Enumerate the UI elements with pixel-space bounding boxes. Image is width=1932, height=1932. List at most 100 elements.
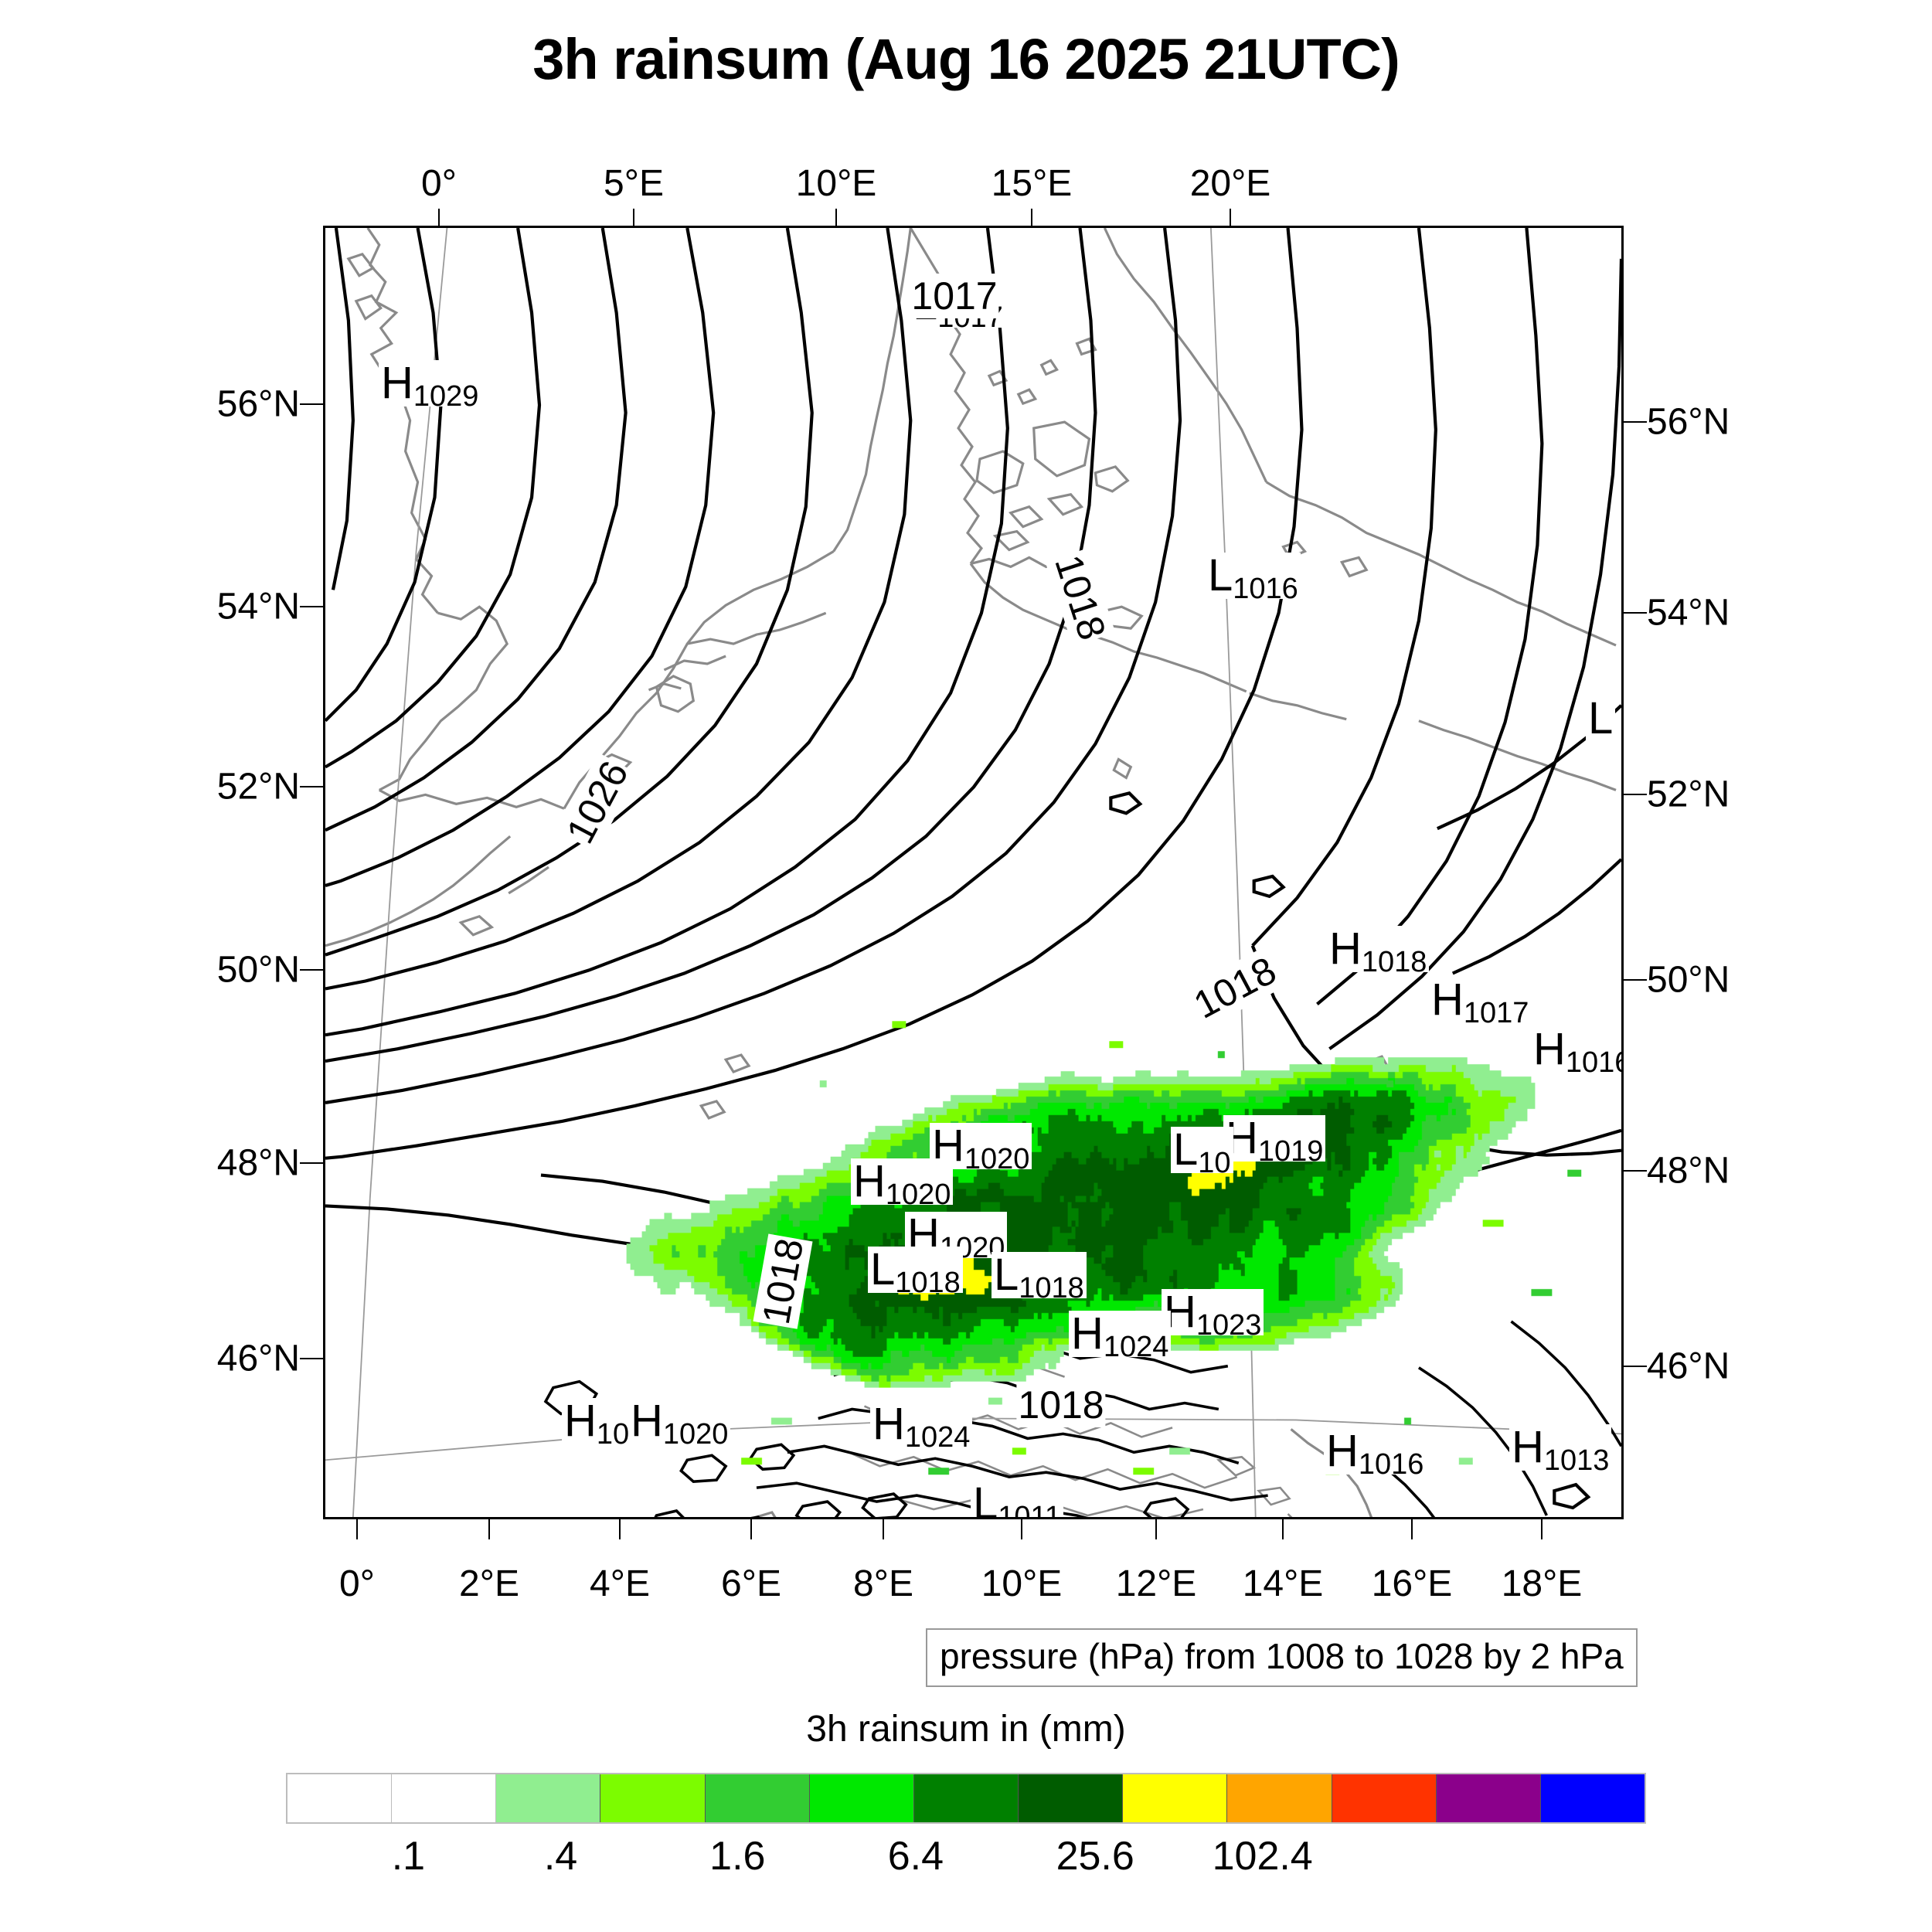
bottom-tick-6	[1155, 1519, 1157, 1539]
right-axis-label-3: 50°N	[1647, 959, 1730, 1001]
pressure-marker-value: 1029	[413, 380, 479, 413]
colorbar-tick-1: .4	[543, 1834, 578, 1879]
bottom-tick-9	[1541, 1519, 1543, 1539]
pressure-marker-type: H	[1329, 923, 1362, 974]
pressure-marker-high-15: H1024	[1069, 1308, 1172, 1362]
top-axis-label-0: 0°	[421, 163, 457, 204]
precipitation-raster	[325, 228, 1621, 1517]
colorbar-cell-8[interactable]	[1123, 1774, 1228, 1822]
colorbar-tick-4: 25.6	[1056, 1834, 1134, 1879]
top-tick-3	[1031, 209, 1032, 226]
pressure-marker-high-4: H1018	[1327, 923, 1430, 977]
pressure-marker-value: 1011	[998, 1501, 1061, 1519]
top-axis-label-3: 15°E	[991, 163, 1073, 204]
pressure-marker-high-18: H1024	[870, 1399, 973, 1452]
colorbar-tick-2: 1.6	[709, 1834, 766, 1879]
pressure-marker-high-19: H1016	[1324, 1426, 1427, 1479]
colorbar-cell-9[interactable]	[1227, 1774, 1332, 1822]
pressure-marker-value: 1024	[904, 1421, 971, 1454]
pressure-marker-value: 1018	[1019, 1272, 1084, 1304]
pressure-marker-type: H	[1071, 1308, 1104, 1359]
bottom-axis-label-2: 4°E	[590, 1563, 650, 1604]
pressure-marker-value: 1019	[1257, 1135, 1324, 1168]
pressure-marker-value: 1020	[964, 1143, 1030, 1175]
left-axis-label-0: 56°N	[216, 383, 300, 425]
top-tick-0	[438, 209, 440, 226]
colorbar-cell-3[interactable]	[600, 1774, 706, 1822]
right-axis-label-2: 52°N	[1647, 774, 1730, 815]
pressure-marker-type: L	[1208, 550, 1233, 600]
bottom-axis-label-1: 2°E	[459, 1563, 519, 1604]
colorbar-tick-3: 6.4	[887, 1834, 944, 1879]
pressure-marker-high-5: H1017	[1429, 975, 1532, 1028]
right-axis-label-1: 54°N	[1647, 592, 1730, 634]
pressure-marker-value: 1020	[885, 1179, 951, 1211]
colorbar-cell-2[interactable]	[496, 1774, 601, 1822]
colorbar-cell-11[interactable]	[1436, 1774, 1541, 1822]
pressure-marker-high-10: H1020	[851, 1158, 954, 1209]
pressure-marker-low-21: L1011	[971, 1481, 1063, 1519]
contour-label-5: 1018	[1016, 1383, 1106, 1427]
right-axis-label-0: 56°N	[1647, 401, 1730, 443]
top-axis-label-1: 5°E	[604, 163, 664, 204]
pressure-marker-value: 1016	[1358, 1448, 1424, 1481]
top-tick-4	[1230, 209, 1231, 226]
pressure-marker-high-7: H1019	[1223, 1115, 1326, 1166]
pressure-marker-type: H	[381, 358, 413, 408]
pressure-marker-value: 1018	[895, 1267, 961, 1299]
bottom-tick-0	[356, 1519, 358, 1539]
bottom-axis-label-8: 16°E	[1371, 1563, 1453, 1604]
pressure-marker-low-3: L	[1586, 696, 1616, 742]
bottom-tick-1	[488, 1519, 490, 1539]
colorbar-cell-6[interactable]	[913, 1774, 1019, 1822]
pressure-marker-high-17: H1020	[628, 1398, 731, 1449]
pressure-marker-high-0: H1029	[379, 358, 481, 411]
pressure-marker-type: H	[872, 1399, 905, 1449]
pressure-marker-value: 1016	[1233, 573, 1298, 605]
right-tick-5	[1624, 1366, 1647, 1367]
pressure-marker-low-13: L1018	[992, 1250, 1087, 1303]
pressure-marker-type: H	[1326, 1426, 1359, 1476]
bottom-axis-label-7: 14°E	[1242, 1563, 1324, 1604]
colorbar-tick-labels: .1 .4 1.6 6.4 25.6 102.4	[286, 1833, 1646, 1887]
right-tick-3	[1624, 979, 1647, 981]
pressure-marker-high-20: H1013	[1509, 1424, 1612, 1475]
pressure-marker-type: L	[994, 1250, 1019, 1300]
bottom-axis-label-4: 8°E	[853, 1563, 913, 1604]
pressure-legend-box: pressure (hPa) from 1008 to 1028 by 2 hP…	[926, 1628, 1638, 1687]
pressure-marker-type: H	[1431, 975, 1464, 1025]
colorbar-cell-4[interactable]	[705, 1774, 810, 1822]
colorbar-cell-7[interactable]	[1019, 1774, 1124, 1822]
colorbar-cell-5[interactable]	[809, 1774, 914, 1822]
colorbar-cell-12[interactable]	[1540, 1774, 1645, 1822]
bottom-axis-label-3: 6°E	[721, 1563, 781, 1604]
left-tick-2	[300, 786, 323, 787]
pressure-marker-type: H	[1533, 1024, 1566, 1074]
right-tick-1	[1624, 612, 1647, 614]
left-axis-label-3: 50°N	[216, 949, 300, 991]
pressure-marker-low-8: L10	[1171, 1127, 1233, 1178]
pressure-marker-low-12: L1018	[868, 1247, 963, 1298]
right-tick-2	[1624, 794, 1647, 795]
top-axis-label-2: 10°E	[795, 163, 877, 204]
map-panel[interactable]: H1029L1017L1016LH1018H1017H1016H1019L10H…	[323, 226, 1624, 1519]
left-tick-4	[300, 1162, 323, 1164]
right-tick-0	[1624, 421, 1647, 423]
bottom-tick-5	[1021, 1519, 1022, 1539]
pressure-marker-value: 1016	[1565, 1046, 1621, 1079]
pressure-marker-value: 1018	[1361, 946, 1427, 978]
bottom-tick-3	[750, 1519, 752, 1539]
page-title: 3h rainsum (Aug 16 2025 21UTC)	[532, 27, 1400, 91]
colorbar-cell-0[interactable]	[287, 1774, 393, 1822]
colorbar-cell-1[interactable]	[392, 1774, 497, 1822]
right-axis-label-4: 48°N	[1647, 1150, 1730, 1192]
pressure-marker-value: 1017	[1463, 997, 1529, 1029]
colorbar[interactable]	[286, 1773, 1646, 1824]
top-axis-label-4: 20°E	[1189, 163, 1271, 204]
contour-label-0: 1017	[910, 274, 999, 318]
bottom-axis-label-6: 12°E	[1115, 1563, 1197, 1604]
colorbar-cell-10[interactable]	[1332, 1774, 1437, 1822]
left-axis-label-5: 46°N	[216, 1338, 300, 1379]
pressure-marker-value: 1020	[662, 1418, 729, 1451]
bottom-tick-4	[883, 1519, 884, 1539]
